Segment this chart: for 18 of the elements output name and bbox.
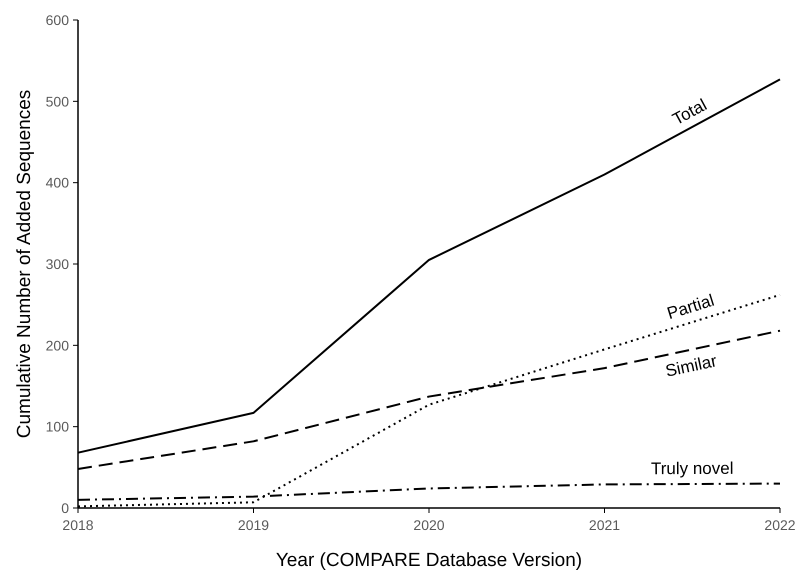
x-tick-label: 2020 bbox=[413, 517, 445, 533]
x-tick-label: 2021 bbox=[588, 517, 620, 533]
text: Partial bbox=[664, 290, 716, 324]
y-tick-label: 0 bbox=[61, 500, 70, 516]
y-tick-label: 500 bbox=[46, 93, 70, 110]
x-tick-label: 2019 bbox=[238, 517, 270, 533]
y-axis-title: Cumulative Number of Added Sequences bbox=[14, 90, 35, 438]
y-tick-label: 600 bbox=[46, 12, 70, 28]
series-label: Truly novel bbox=[650, 458, 734, 478]
text: Similar bbox=[664, 351, 719, 381]
x-tick-label: 2022 bbox=[764, 517, 796, 533]
y-tick-label: 200 bbox=[46, 337, 70, 354]
y-tick-label: 400 bbox=[46, 174, 70, 191]
y-tick-label: 300 bbox=[46, 256, 70, 272]
x-axis-title: Year (COMPARE Database Version) bbox=[276, 550, 582, 571]
x-tick-label: 2018 bbox=[62, 517, 94, 533]
text: Total bbox=[669, 95, 710, 130]
y-tick-label: 100 bbox=[46, 418, 70, 435]
